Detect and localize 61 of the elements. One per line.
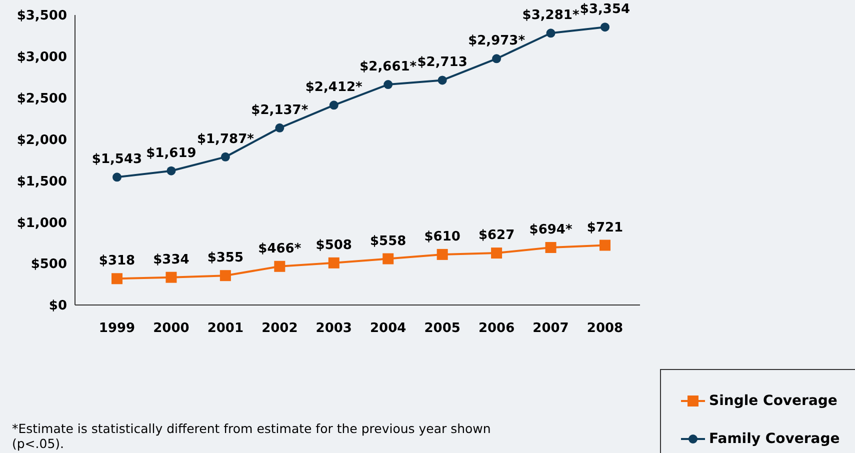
- point: [166, 166, 176, 176]
- data-label: $2,137*: [251, 102, 308, 118]
- data-label: $2,412*: [305, 80, 363, 96]
- point: [329, 100, 338, 110]
- point: [220, 270, 231, 282]
- data-label: $466*: [258, 241, 302, 256]
- text: *Estimate is statistically different from estimate for the previous year shown (p<.05).: [12, 421, 492, 451]
- point: [600, 240, 610, 251]
- data-label: $610: [424, 229, 460, 244]
- point: [545, 242, 556, 253]
- point: [600, 22, 610, 32]
- data-label: $2,661*: [360, 60, 417, 75]
- data-label: $627: [478, 228, 515, 244]
- data-label: $2,713: [417, 55, 468, 70]
- x-tick-label: 2005: [424, 321, 460, 336]
- y-tick-label: $3,000: [16, 50, 67, 66]
- x-tick-label: 2007: [532, 321, 569, 336]
- data-label: $721: [586, 220, 624, 236]
- x-tick-label: 2000: [153, 321, 190, 336]
- point: [546, 28, 556, 38]
- data-label: $694*: [529, 222, 572, 238]
- data-label: $2,973*: [468, 34, 526, 49]
- point: [275, 123, 284, 132]
- x-tick-label: 2006: [478, 321, 515, 336]
- point: [328, 257, 340, 268]
- y-tick-label: $2,000: [16, 132, 67, 148]
- point: [438, 76, 447, 85]
- data-label: $318: [98, 254, 136, 269]
- data-label: $3,354: [580, 2, 630, 18]
- point: [112, 273, 122, 284]
- point: [492, 54, 502, 64]
- data-label: $1,619: [146, 146, 196, 161]
- point: [112, 172, 122, 182]
- x-tick-label: 2004: [370, 321, 406, 336]
- point: [166, 272, 177, 283]
- data-label: $355: [207, 250, 244, 266]
- x-tick-label: 2008: [586, 321, 624, 336]
- y-tick-label: $0: [48, 298, 67, 314]
- point: [491, 248, 502, 259]
- legend-label: Single Coverage: [709, 393, 838, 409]
- legend-label: Family Coverage: [709, 431, 840, 447]
- x-tick-label: 2002: [262, 321, 298, 336]
- data-label: $1,787*: [196, 132, 254, 147]
- data-label: $508: [316, 238, 352, 253]
- y-tick-label: $3,500: [16, 8, 67, 24]
- point: [436, 248, 448, 260]
- point: [220, 152, 230, 162]
- data-label: $334: [153, 252, 190, 268]
- y-tick-label: $2,500: [16, 91, 67, 106]
- y-tick-label: $1,500: [16, 174, 67, 190]
- point: [382, 253, 394, 264]
- y-tick-label: $1,000: [16, 216, 67, 231]
- y-tick-label: $500: [30, 257, 67, 272]
- x-tick-label: 1999: [98, 321, 136, 336]
- data-label: $3,281*: [522, 8, 580, 24]
- point: [384, 80, 393, 90]
- x-tick-label: 2001: [207, 321, 244, 336]
- point: [274, 260, 286, 272]
- x-tick-label: 2003: [316, 321, 352, 336]
- data-label: $558: [370, 234, 406, 249]
- data-label: $1,543: [92, 152, 142, 168]
